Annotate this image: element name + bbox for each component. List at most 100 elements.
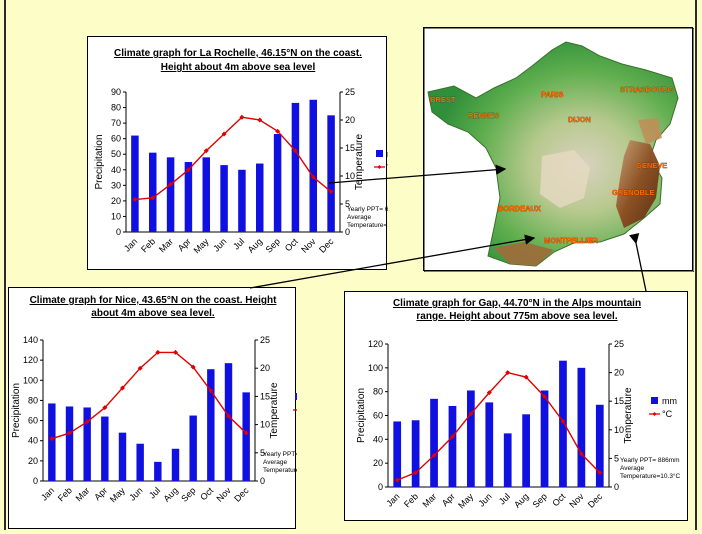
x-tick-label: Nov — [567, 491, 586, 510]
legend-label: °C — [387, 162, 388, 172]
y2-tick-label: 0 — [345, 227, 350, 237]
temperature-marker — [275, 128, 281, 134]
temperature-marker — [505, 370, 511, 376]
y-tick-label: 140 — [23, 335, 38, 345]
x-tick-label: Aug — [162, 485, 180, 503]
y-tick-label: 40 — [111, 165, 121, 175]
temperature-marker — [449, 434, 455, 440]
temperature-marker — [257, 117, 263, 123]
legend-swatch-marker — [377, 165, 382, 169]
y-tick-label: 0 — [378, 482, 383, 492]
slide-frame — [4, 0, 697, 530]
precipitation-bar — [136, 443, 144, 481]
chart-note: Average — [263, 459, 287, 466]
legend-swatch-bar — [295, 393, 297, 400]
x-tick-label: Jul — [231, 236, 246, 251]
legend-swatch-marker — [652, 412, 657, 416]
x-tick-label: Dec — [586, 491, 605, 510]
y2-tick-label: 15 — [614, 396, 624, 406]
temperature-line — [396, 371, 601, 481]
precipitation-bar — [166, 157, 175, 232]
alps-relief — [616, 140, 660, 228]
y2-tick-label: 5 — [345, 199, 350, 209]
precipitation-bar — [256, 163, 264, 232]
y2-tick-label: 10 — [614, 425, 624, 435]
precipitation-bar — [238, 169, 246, 232]
temperature-marker — [168, 181, 174, 187]
precipitation-bar — [309, 99, 317, 233]
precipitation-bar — [118, 432, 127, 481]
y-tick-label: 30 — [111, 180, 121, 190]
temperature-marker — [431, 453, 437, 459]
precipitation-bar — [467, 390, 475, 487]
y-tick-label: 90 — [111, 87, 121, 97]
chart-panel-nice: Climate graph for Nice, 43.65°N on the c… — [8, 287, 297, 529]
y2-axis-title: Temperature — [269, 382, 280, 439]
chart-note: Temperature=10.3°C — [620, 472, 681, 480]
precipitation-bar — [393, 421, 402, 487]
temperature-marker — [190, 364, 196, 370]
y2-axis-title: Temperature — [354, 133, 365, 190]
chart-plot-group: 0 20 40 60 80 100 120 0 5 10 15 20 25 Jan Feb Mar Apr May… — [356, 339, 681, 510]
temperature-marker — [155, 349, 161, 355]
precipitation-bar — [149, 152, 157, 232]
temperature-marker — [578, 451, 584, 457]
climate-chart-la-rochelle: Climate graph for La Rochelle, 46.15°N o… — [94, 48, 388, 255]
chart-title-line: range. Height about 775m above sea level… — [416, 311, 617, 322]
temperature-marker — [67, 430, 72, 436]
x-tick-label: May — [108, 485, 127, 504]
temperature-marker — [221, 131, 227, 137]
map-svg: BREST PARIS STRASBOURG RENNES DIJON GENE… — [424, 28, 694, 272]
y-tick-label: 120 — [368, 339, 383, 349]
legend-swatch-bar — [651, 397, 658, 404]
x-tick-label: Oct — [198, 485, 215, 502]
x-tick-label: Oct — [550, 491, 567, 508]
temperature-marker — [542, 394, 548, 400]
precipitation-bar — [430, 398, 438, 487]
legend-label: mm — [387, 149, 388, 159]
x-tick-label: Jun — [211, 236, 228, 253]
legend-label: mm — [662, 396, 677, 406]
precipitation-bar — [242, 392, 250, 481]
chart-title-line: Climate graph for Gap, 44.70°N in the Al… — [393, 298, 641, 309]
precipitation-bar — [207, 369, 215, 481]
temperature-marker — [597, 470, 603, 476]
x-tick-label: Jan — [39, 485, 56, 502]
x-tick-label: Aug — [512, 491, 530, 509]
x-tick-label: May — [456, 491, 475, 510]
x-tick-label: Apr — [92, 485, 109, 502]
france-relief-map: BREST PARIS STRASBOURG RENNES DIJON GENE… — [423, 27, 694, 272]
temperature-marker — [137, 365, 143, 371]
x-tick-label: Sep — [531, 491, 549, 509]
map-city-label: RENNES — [468, 111, 499, 120]
map-city-label: BORDEAUX — [498, 204, 541, 213]
temperature-marker — [523, 374, 529, 380]
x-tick-label: Mar — [157, 236, 175, 254]
y2-tick-label: 20 — [260, 363, 270, 373]
y-tick-label: 80 — [373, 387, 383, 397]
chart-title-line: Climate graph for La Rochelle, 46.15°N o… — [114, 48, 362, 59]
precipitation-bar — [522, 414, 530, 487]
temperature-line — [51, 351, 247, 440]
y-axis-title: Precipitation — [11, 383, 22, 438]
x-tick-label: Sep — [264, 236, 282, 254]
precipitation-bar — [154, 461, 162, 481]
temperature-marker — [226, 413, 231, 419]
map-city-label: BREST — [430, 95, 456, 104]
temperature-marker — [468, 411, 474, 417]
chart-note: Average — [620, 465, 644, 472]
x-tick-label: Sep — [179, 485, 197, 503]
legend-swatch-bar — [376, 150, 383, 157]
x-tick-label: Jun — [127, 485, 144, 502]
y2-tick-label: 5 — [614, 453, 619, 463]
legend-swatch-marker — [296, 409, 297, 411]
temperature-marker — [185, 167, 191, 173]
map-city-label: DIJON — [568, 115, 591, 124]
y-tick-label: 60 — [373, 411, 383, 421]
climate-chart-nice: Climate graph for Nice, 43.65°N on the c… — [11, 295, 297, 504]
precipitation-bar — [83, 407, 91, 481]
precipitation-bar — [327, 115, 335, 232]
y2-axis-title: Temperature — [623, 387, 634, 444]
precipitation-bar — [273, 134, 282, 232]
